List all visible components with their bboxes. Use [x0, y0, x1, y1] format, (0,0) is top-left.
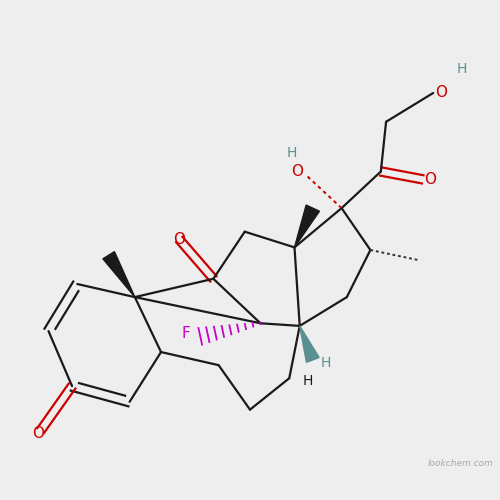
Text: O: O [32, 426, 44, 440]
Text: O: O [291, 164, 303, 179]
Text: H: H [457, 62, 467, 76]
Text: O: O [435, 86, 447, 100]
Text: O: O [424, 172, 436, 187]
Text: O: O [174, 232, 186, 247]
Polygon shape [300, 326, 319, 362]
Text: H: H [286, 146, 297, 160]
Text: F: F [181, 326, 190, 341]
Text: H: H [302, 374, 313, 388]
Text: lookchem.com: lookchem.com [428, 459, 494, 468]
Polygon shape [103, 252, 135, 297]
Text: H: H [320, 356, 331, 370]
Polygon shape [294, 205, 320, 248]
